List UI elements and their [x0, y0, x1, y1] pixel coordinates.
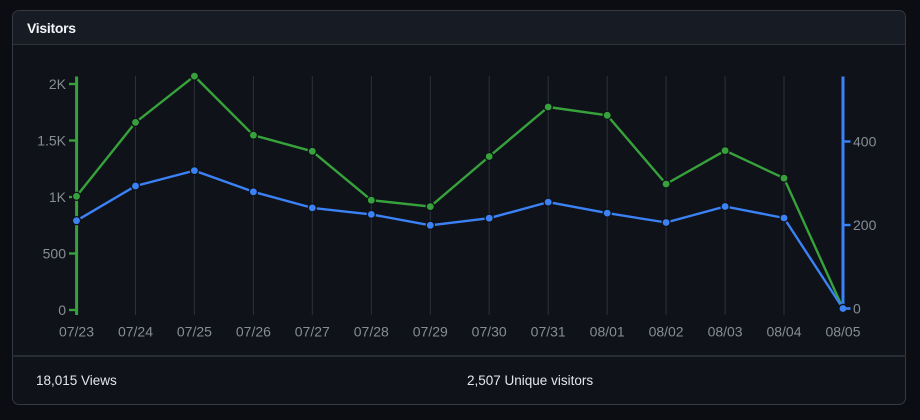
svg-text:08/04: 08/04	[766, 324, 801, 340]
svg-text:07/27: 07/27	[295, 324, 330, 340]
svg-text:400: 400	[853, 133, 877, 149]
svg-text:0: 0	[853, 300, 861, 316]
svg-text:500: 500	[43, 245, 67, 261]
svg-text:08/02: 08/02	[649, 324, 684, 340]
svg-text:07/23: 07/23	[59, 324, 94, 340]
svg-text:1K: 1K	[49, 189, 67, 205]
svg-text:0: 0	[58, 302, 66, 318]
svg-text:200: 200	[853, 217, 877, 233]
svg-text:07/29: 07/29	[413, 324, 448, 340]
svg-text:07/30: 07/30	[472, 324, 507, 340]
svg-text:07/31: 07/31	[531, 324, 566, 340]
svg-text:2K: 2K	[49, 76, 67, 92]
svg-text:07/28: 07/28	[354, 324, 389, 340]
svg-text:07/25: 07/25	[177, 324, 212, 340]
svg-text:07/24: 07/24	[118, 324, 153, 340]
svg-text:07/26: 07/26	[236, 324, 271, 340]
svg-text:08/03: 08/03	[708, 324, 743, 340]
svg-text:08/05: 08/05	[825, 324, 860, 340]
svg-text:1.5K: 1.5K	[37, 132, 66, 148]
svg-text:08/01: 08/01	[590, 324, 625, 340]
